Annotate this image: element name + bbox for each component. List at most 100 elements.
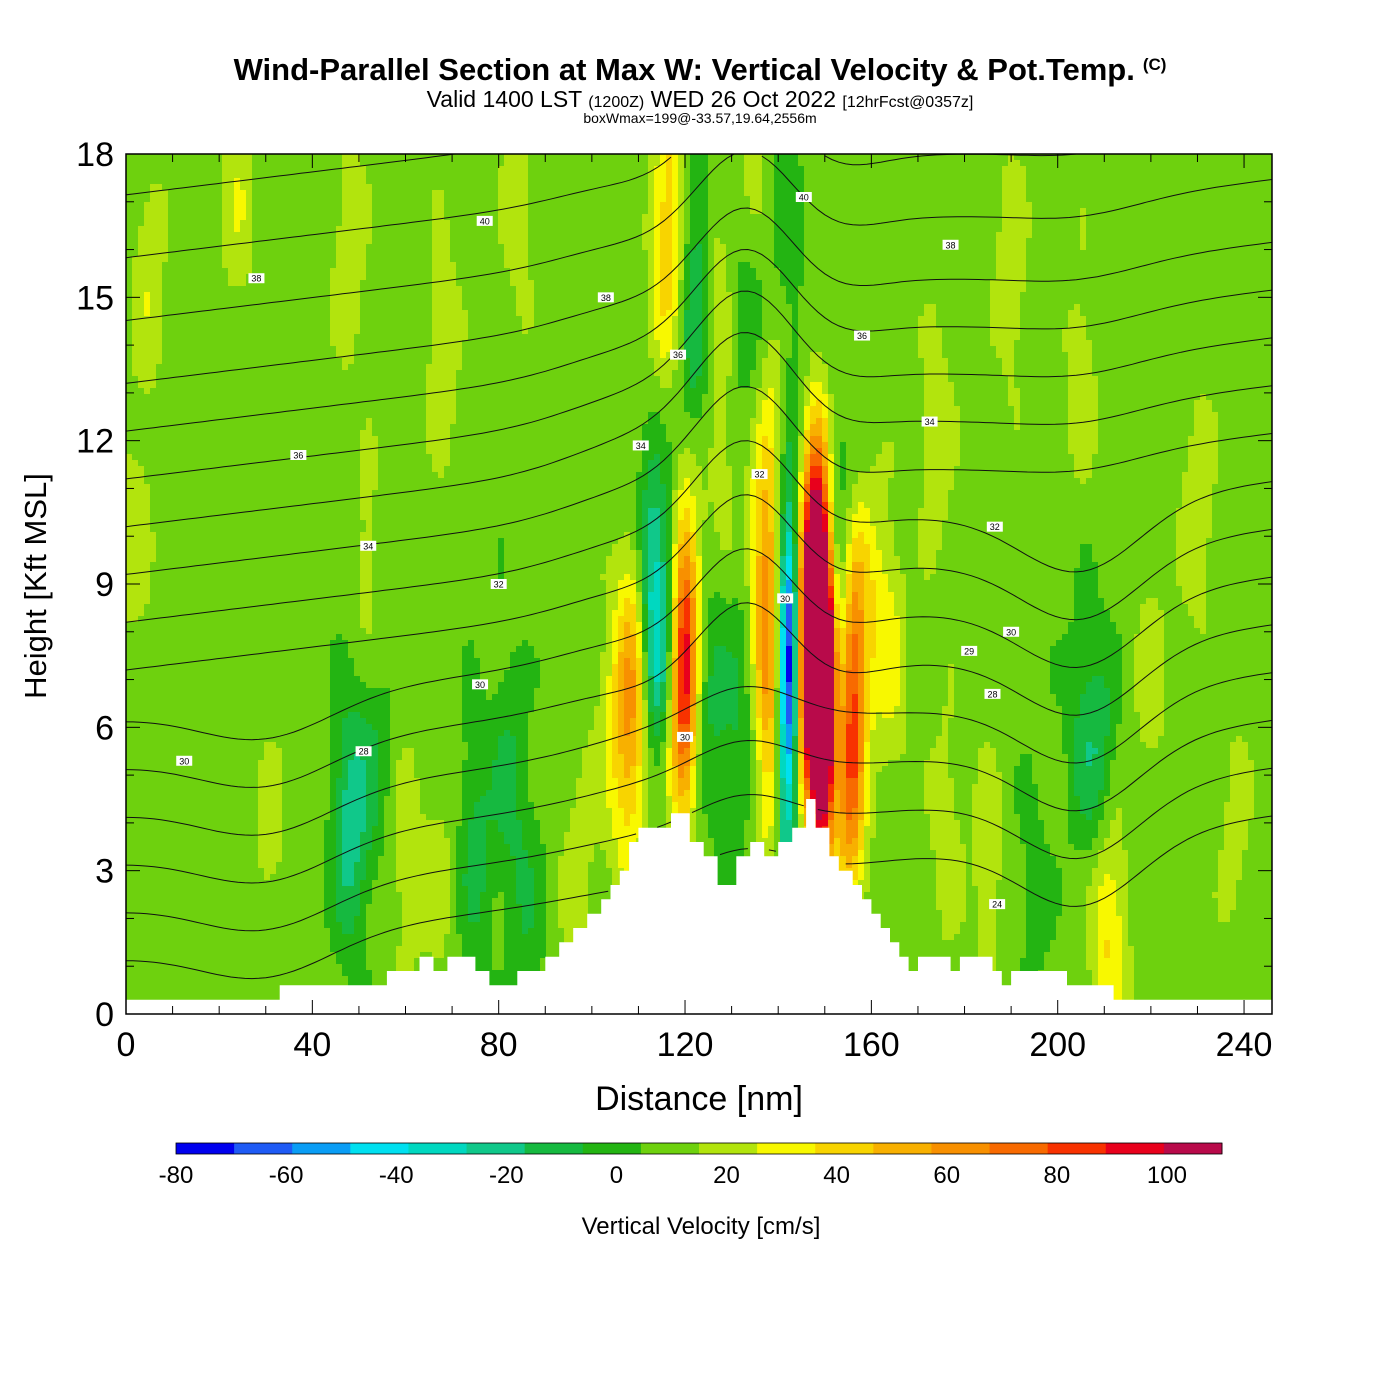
contour-label-bg [472,679,489,690]
w-cell [1188,436,1195,617]
w-cell [870,526,877,581]
w-cell [1218,850,1225,923]
w-cell [936,154,943,329]
contour-label: 34 [925,417,935,427]
w-cell [396,760,403,893]
w-cell [264,880,271,1015]
w-cell [588,730,595,863]
forecast-info: [12hrFcst@0357z] [842,94,974,111]
w-cell [846,604,853,635]
w-cell [714,646,721,737]
w-cell [252,154,259,1015]
theta-contour-32 [125,386,1273,575]
w-cell [936,736,943,911]
w-cell [954,154,961,407]
w-cell [930,850,937,1015]
w-cell [498,538,505,581]
x-tick-label: 120 [657,1026,714,1064]
w-cell [1086,886,1093,971]
w-cell [510,856,517,1015]
w-cell [756,154,763,215]
theta-contour-34 [125,290,1273,480]
w-cell [786,532,793,557]
w-cell [1122,154,1129,851]
w-cell [942,358,949,521]
w-cell [846,820,853,845]
w-cell [768,718,775,773]
w-cell [786,604,793,647]
w-cell [942,520,949,707]
w-cell [852,592,859,635]
w-cell [654,508,661,563]
w-cell [1092,562,1099,677]
w-cell [1248,154,1255,761]
w-cell [672,544,679,599]
w-cell [246,274,253,1015]
w-cell [360,154,367,167]
w-cell [954,406,961,467]
w-cell [336,226,343,359]
w-cell [528,328,535,647]
w-cell [438,478,445,821]
contour-label-bg [984,688,1001,699]
terrain-mask [126,799,1272,1014]
w-cell [744,196,751,263]
w-cell [798,784,805,815]
w-cell [828,454,835,503]
w-cell [678,598,685,629]
w-cell [366,724,373,851]
w-cell [1110,820,1117,881]
w-cell [642,700,649,875]
w-cell [690,388,697,419]
w-cell [684,478,691,509]
w-cell [1098,820,1105,851]
w-cell [696,154,703,245]
w-cell [876,712,883,773]
w-cell [474,658,481,803]
w-cell [450,262,457,425]
w-cell [1092,676,1099,749]
w-cell [474,154,481,659]
w-cell [732,598,739,659]
w-cell [576,778,583,971]
w-cell [684,694,691,725]
w-cell [642,154,649,215]
w-cell [1062,328,1069,353]
colorbar-tick-label: 80 [1043,1162,1070,1189]
w-cell [756,556,763,671]
w-cell [792,592,799,737]
w-cell [624,622,631,659]
w-cell [756,214,763,281]
colorbar-frame [175,1142,1223,1155]
w-cell [756,340,763,389]
colorbar-tick-label: 20 [713,1162,740,1189]
w-cell [936,550,943,737]
y-tick-label: 3 [95,853,114,891]
w-cell [126,622,133,1015]
w-cell [1158,736,1165,1015]
w-cell [240,154,247,191]
w-cell [600,574,607,581]
w-cell [804,376,811,407]
w-cell [480,796,487,893]
contour-label: 32 [755,470,765,480]
w-cell [762,436,769,491]
w-cell [138,226,145,389]
w-cell [696,466,703,557]
w-cell [792,544,799,593]
w-cell [240,220,247,287]
w-cell [1116,724,1123,809]
contour-label-bg [670,349,687,360]
w-cell [342,718,349,791]
w-cell [804,532,811,749]
w-cell [360,760,367,833]
w-cell [222,154,229,269]
w-cell [768,154,775,341]
w-cell [468,154,475,641]
w-cell [726,376,733,467]
w-cell [864,472,871,509]
w-cell [804,778,811,791]
w-cell [312,154,319,1015]
w-cell [690,736,697,767]
w-cell [426,364,433,455]
